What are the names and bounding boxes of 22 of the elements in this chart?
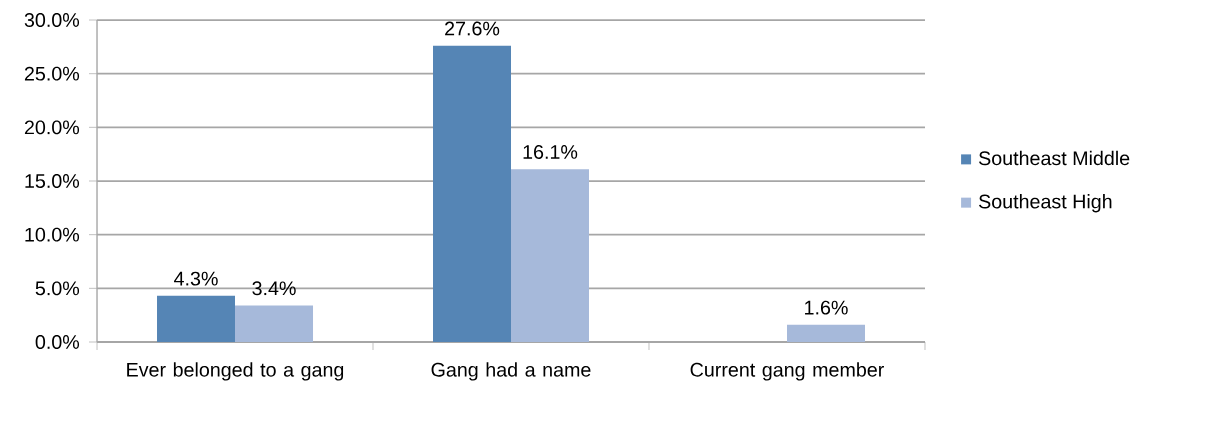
data-label: 1.6% [805,300,848,315]
y-tick-label: 20.0% [24,120,80,135]
bar [157,295,236,342]
x-tick-label: Ever belonged to a gang [127,362,344,381]
x-tick-label: Gang had a name [431,362,591,381]
bar [235,305,314,342]
data-label: 27.6% [445,21,500,36]
bar [511,169,589,342]
y-tick-label: 15.0% [25,174,80,188]
y-tick-label: 5.0% [35,281,80,296]
data-label: 16.1% [523,145,578,159]
y-tick-label: 25.0% [24,66,80,81]
data-label: 4.3% [174,271,218,286]
legend-label: Southeast Middle [978,150,1130,166]
bar [433,45,511,342]
y-tick-label: 10.0% [25,227,80,242]
y-tick-label: 30.0% [24,13,80,27]
legend-label: Southeast High [978,194,1112,213]
bar [787,324,865,342]
y-tick-label: 0.0% [35,335,80,349]
x-tick-label: Current gang member [690,362,884,381]
data-label: 3.4% [252,281,296,296]
